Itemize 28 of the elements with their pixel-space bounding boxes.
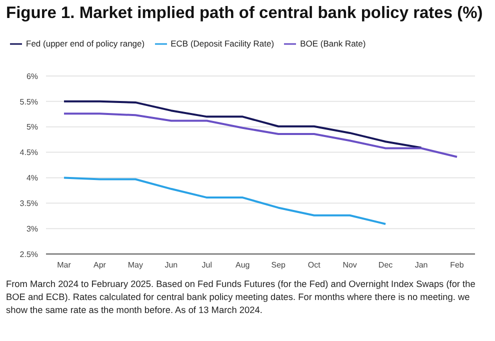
line-series: [63, 112, 458, 158]
x-tick-label: Oct: [308, 260, 322, 270]
x-tick-label: Feb: [450, 260, 464, 270]
y-tick-label: 6%: [26, 72, 38, 81]
y-tick-label: 3.5%: [20, 198, 38, 208]
x-tick-label: May: [128, 260, 144, 270]
x-tick-label: Jul: [202, 260, 212, 270]
legend-label: ECB (Deposit Facility Rate): [170, 38, 274, 48]
y-tick-label: 4%: [26, 174, 38, 183]
chart-title: Figure 1. Market implied path of central bank policy rates (%): [6, 4, 483, 23]
line-series: [63, 176, 387, 225]
x-tick-label: Aug: [236, 260, 250, 270]
line-series: [63, 100, 422, 149]
x-tick-label: Jun: [164, 260, 178, 270]
y-tick-label: 3%: [26, 224, 38, 234]
y-tick-label: 5%: [26, 122, 38, 132]
text: From March 2024 to February 2025. Based on Fed Funds Futures (for the Fed) and Overnight Index Swaps (for the BOE and ECB). Rates calculated for central bank policy meeting dates. For months where there is no meeting. we show the same rate as the month before. As of 13 March 2024.: [6, 278, 476, 317]
x-tick-label: Mar: [57, 260, 72, 270]
x-tick-label: Jan: [414, 260, 428, 270]
x-tick-label: Nov: [342, 260, 357, 270]
x-tick-label: Dec: [378, 260, 393, 270]
legend-label: BOE (Bank Rate): [300, 38, 366, 48]
x-tick-label: Apr: [94, 260, 106, 270]
legend-label: Fed (upper end of policy range): [26, 38, 145, 48]
y-tick-label: 5.5%: [20, 97, 38, 106]
y-tick-label: 2.5%: [20, 250, 38, 259]
y-tick-label: 4.5%: [20, 148, 38, 158]
x-tick-label: Sep: [271, 260, 286, 270]
